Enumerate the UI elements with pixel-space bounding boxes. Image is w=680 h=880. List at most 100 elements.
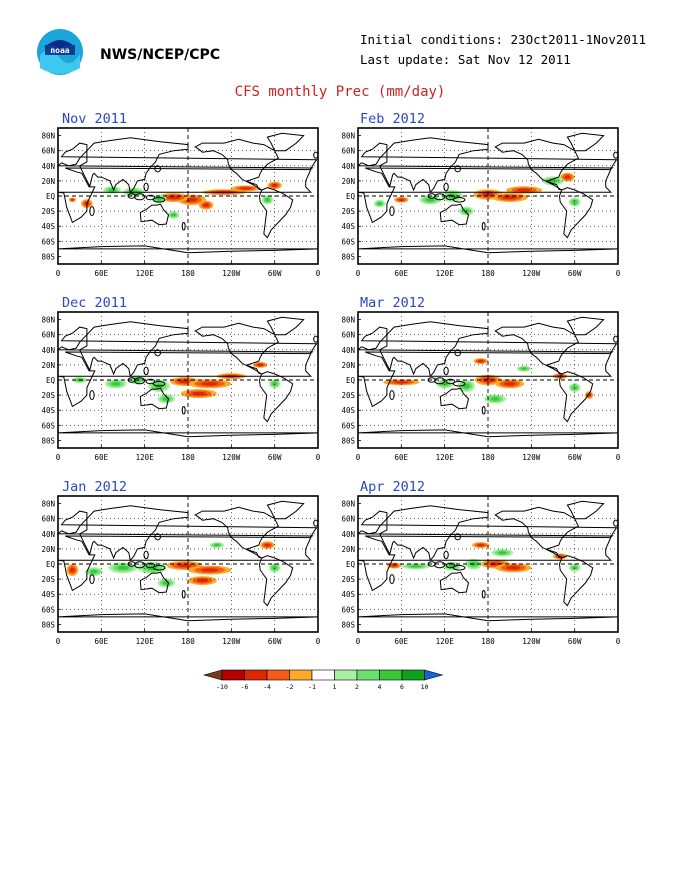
panel-title: Jan 2012 [62,479,128,495]
island [443,182,449,192]
lat-tick-label: 20S [41,575,55,584]
island [134,193,146,201]
lon-tick-label: 120W [522,453,541,462]
lat-tick-label: 20S [341,575,355,584]
island [481,589,486,599]
lat-tick-label: 60N [341,331,355,340]
panel-title: Apr 2012 [360,479,426,495]
colorbar-segment [379,669,403,681]
lon-tick-label: 0 [616,453,621,462]
lat-tick-label: 40S [341,590,355,599]
precip-anomaly-shading [386,542,581,573]
continent-greenland [566,132,605,152]
lat-tick-label: EQ [346,376,356,385]
lon-tick-label: 180 [481,269,495,278]
precip-anomaly-shading [68,181,282,219]
island [445,562,456,569]
precip-blob [272,382,277,386]
lon-tick-label: 0 [56,453,61,462]
lat-tick-label: 80N [341,316,355,325]
precip-blob [191,391,206,396]
lat-tick-label: 80S [341,252,355,261]
lon-tick-label: 60E [395,637,409,646]
precip-blob [111,382,121,386]
page-title: CFS monthly Prec (mm/day) [234,84,446,100]
precip-blob [171,213,176,217]
lon-tick-label: 120E [136,637,155,646]
precip-blob [377,202,382,206]
lon-tick-label: 0 [316,453,321,462]
continent-europe [56,326,318,355]
island [181,221,186,231]
precip-blob [489,562,501,566]
precip-blob [391,564,397,567]
colorbar-segment [334,669,358,681]
lat-tick-label: 60S [41,237,55,246]
panel-title: Nov 2011 [62,111,128,127]
island [154,165,162,173]
continent-north-america [194,322,279,375]
continent-antarctica [357,613,619,622]
island [134,561,146,569]
island [143,366,149,376]
lat-tick-label: 80N [41,132,55,141]
lon-tick-label: 60W [568,269,582,278]
lat-tick-label: 80S [341,436,355,445]
precip-blob [264,543,271,547]
precip-blob [490,397,500,401]
lat-tick-label: 80N [341,132,355,141]
continent-asia [79,321,189,378]
noaa-logo-icon: noaa [37,29,83,75]
continent-australia [439,203,470,226]
colorbar-label: -6 [241,683,249,691]
lon-tick-label: 60W [568,637,582,646]
continent-north-america [194,506,279,559]
lat-tick-label: 60S [341,237,355,246]
continent-asia [379,137,489,194]
lat-tick-label: 60N [41,331,55,340]
initial-conditions: Initial conditions: 23Oct2011-1Nov2011 [360,32,646,47]
lat-tick-label: 60N [341,147,355,156]
continent-africa [357,535,612,592]
continent-south-america [258,187,294,239]
lat-tick-label: EQ [346,560,356,569]
svg-text:noaa: noaa [50,46,69,55]
precip-blob [572,385,577,390]
continent-asia [379,321,489,378]
precip-blob [462,383,470,389]
lon-tick-label: 60E [95,269,109,278]
colorbar-label: -1 [308,683,316,691]
continent-south-america [558,187,594,239]
continent-north-america [494,322,579,375]
precip-blob [178,379,191,384]
continent-australia [439,387,470,410]
precip-blob [477,359,484,363]
island [143,550,149,560]
precip-blob [257,363,264,367]
lon-tick-label: 120E [436,637,455,646]
lat-tick-label: EQ [46,560,56,569]
island [152,381,166,387]
lat-tick-label: 20N [341,177,355,186]
lat-tick-label: 60S [341,421,355,430]
lon-tick-label: 0 [316,269,321,278]
coastlines [356,316,619,438]
lat-tick-label: 60S [41,421,55,430]
lon-tick-label: 180 [181,269,195,278]
colorbar-label: -10 [216,683,228,691]
continent-australia [439,571,470,594]
precip-blob [398,198,405,201]
precip-blob [203,203,210,207]
lat-tick-label: 60N [341,515,355,524]
island [145,378,156,385]
continent-asia [79,505,189,562]
lat-tick-label: 40N [41,346,55,355]
continent-europe [356,510,618,539]
island [454,165,462,173]
island [443,550,449,560]
lat-tick-label: 20N [41,361,55,370]
lat-tick-label: 40N [341,346,355,355]
